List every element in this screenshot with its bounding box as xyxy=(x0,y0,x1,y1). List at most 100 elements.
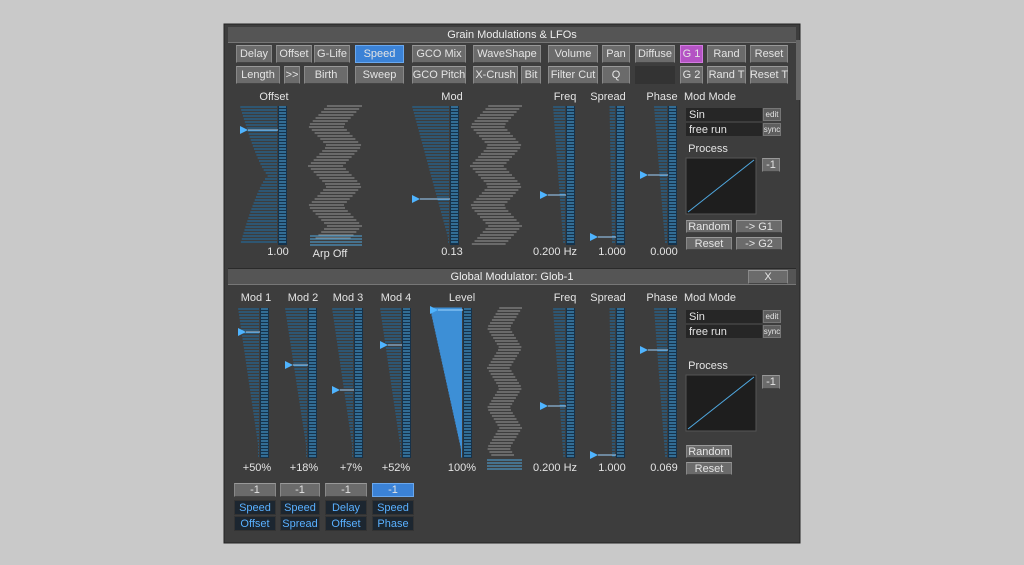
slider-label: Mod 1 xyxy=(240,292,272,304)
slider-value: +50% xyxy=(242,462,272,474)
tab-button[interactable]: WaveShape xyxy=(473,45,541,63)
empty-slot xyxy=(635,66,675,84)
tab-button[interactable]: Rand T xyxy=(707,66,746,84)
tab-button[interactable]: Rand xyxy=(707,45,746,63)
process-button[interactable]: -1 xyxy=(762,158,780,172)
slider-marker xyxy=(332,386,340,394)
edit-button[interactable]: edit xyxy=(763,108,781,121)
tab-button[interactable]: Offset xyxy=(276,45,312,63)
tab-button[interactable]: Filter Cut xyxy=(548,66,598,84)
slider-marker xyxy=(238,328,246,336)
tab-button[interactable]: Birth xyxy=(304,66,348,84)
action-button[interactable]: Reset xyxy=(686,237,732,250)
slider-value: 0.200 Hz xyxy=(532,462,578,474)
target-button[interactable]: Spread xyxy=(280,516,320,531)
slider-marker xyxy=(540,191,548,199)
run-field[interactable]: free run xyxy=(686,325,762,338)
target-button[interactable]: Speed xyxy=(234,500,276,515)
slider-value: +52% xyxy=(381,462,411,474)
mod-button[interactable]: -1 xyxy=(280,483,320,497)
slider-track xyxy=(616,308,625,458)
slider-value: 1.00 xyxy=(267,246,289,258)
target-button[interactable]: Offset xyxy=(234,516,276,531)
slider-marker xyxy=(380,341,388,349)
slider-label: Mod xyxy=(441,91,463,103)
target-button[interactable]: Delay xyxy=(325,500,367,515)
panel-title: Global Modulator: Glob-1 xyxy=(228,269,796,285)
tab-button[interactable]: Sweep xyxy=(355,66,404,84)
target-button[interactable]: Phase xyxy=(372,516,414,531)
slider-value: 0.13 xyxy=(441,246,463,258)
tab-button[interactable]: GCO Pitch xyxy=(412,66,466,84)
slider-track xyxy=(354,308,363,458)
slider-label: Mod 4 xyxy=(380,292,412,304)
tab-button[interactable]: Reset T xyxy=(750,66,788,84)
slider-marker xyxy=(640,346,648,354)
tab-button[interactable]: Diffuse xyxy=(635,45,675,63)
slider-value: 0.000 xyxy=(650,246,678,258)
tab-button[interactable]: Delay xyxy=(236,45,272,63)
slider-marker xyxy=(430,306,438,314)
target-button[interactable]: Speed xyxy=(280,500,320,515)
tab-button[interactable]: >> xyxy=(284,66,300,84)
slider-marker xyxy=(590,451,598,459)
sync-button[interactable]: sync xyxy=(763,123,781,136)
action-button[interactable]: Random xyxy=(686,220,732,233)
slider-value: 1.000 xyxy=(598,246,626,258)
close-button[interactable]: X xyxy=(748,270,788,284)
edit-button[interactable]: edit xyxy=(763,310,781,323)
slider-marker xyxy=(285,361,293,369)
mod-button[interactable]: -1 xyxy=(372,483,414,497)
slider-label: Freq xyxy=(553,91,577,103)
process-label: Process xyxy=(688,360,728,372)
tab-button[interactable]: G 2 xyxy=(680,66,703,84)
tab-button[interactable]: Pan xyxy=(602,45,630,63)
mod-button[interactable]: -1 xyxy=(234,483,276,497)
action-button[interactable]: Reset xyxy=(686,462,732,475)
slider-label: Mod 3 xyxy=(332,292,364,304)
process-curve xyxy=(687,159,755,213)
slider-label: Offset xyxy=(259,91,289,103)
slider-value: 1.000 xyxy=(598,462,626,474)
slider-label: Spread xyxy=(590,292,626,304)
slider-value: +7% xyxy=(339,462,363,474)
mod-mode-label: Mod Mode xyxy=(684,91,736,103)
slider-track xyxy=(260,308,269,458)
tab-button[interactable]: G 1 xyxy=(680,45,703,63)
target-button[interactable]: Speed xyxy=(372,500,414,515)
action-button[interactable]: -> G2 xyxy=(736,237,782,250)
slider-value: 100% xyxy=(447,462,477,474)
process-button[interactable]: -1 xyxy=(762,375,780,389)
slider-track xyxy=(402,308,411,458)
process-curve xyxy=(687,376,755,430)
target-button[interactable]: Offset xyxy=(325,516,367,531)
tab-button[interactable]: Volume xyxy=(548,45,598,63)
tab-button[interactable]: Bit xyxy=(521,66,541,84)
process-label: Process xyxy=(688,143,728,155)
slider-label: Freq xyxy=(553,292,577,304)
slider-marker xyxy=(640,171,648,179)
action-button[interactable]: -> G1 xyxy=(736,220,782,233)
wave-field[interactable]: Sin xyxy=(686,310,762,323)
slider-value: +18% xyxy=(289,462,319,474)
slider-label: Spread xyxy=(590,91,626,103)
scrollbar xyxy=(796,40,800,100)
slider-value: 0.069 xyxy=(650,462,678,474)
sync-button[interactable]: sync xyxy=(763,325,781,338)
mod-button[interactable]: -1 xyxy=(325,483,367,497)
slider-label: Phase xyxy=(646,292,678,304)
slider-marker xyxy=(240,126,248,134)
tab-button[interactable]: Q xyxy=(602,66,630,84)
slider-label: Mod 2 xyxy=(287,292,319,304)
tab-button[interactable]: X-Crush xyxy=(473,66,518,84)
wave-field[interactable]: Sin xyxy=(686,108,762,121)
mod-mode-label: Mod Mode xyxy=(684,292,736,304)
tab-button[interactable]: G-Life xyxy=(314,45,350,63)
tab-button[interactable]: Length xyxy=(236,66,280,84)
tab-button[interactable]: Speed xyxy=(355,45,404,63)
action-button[interactable]: Random xyxy=(686,445,732,458)
run-field[interactable]: free run xyxy=(686,123,762,136)
tab-button[interactable]: GCO Mix xyxy=(412,45,466,63)
tab-button[interactable]: Reset xyxy=(750,45,788,63)
